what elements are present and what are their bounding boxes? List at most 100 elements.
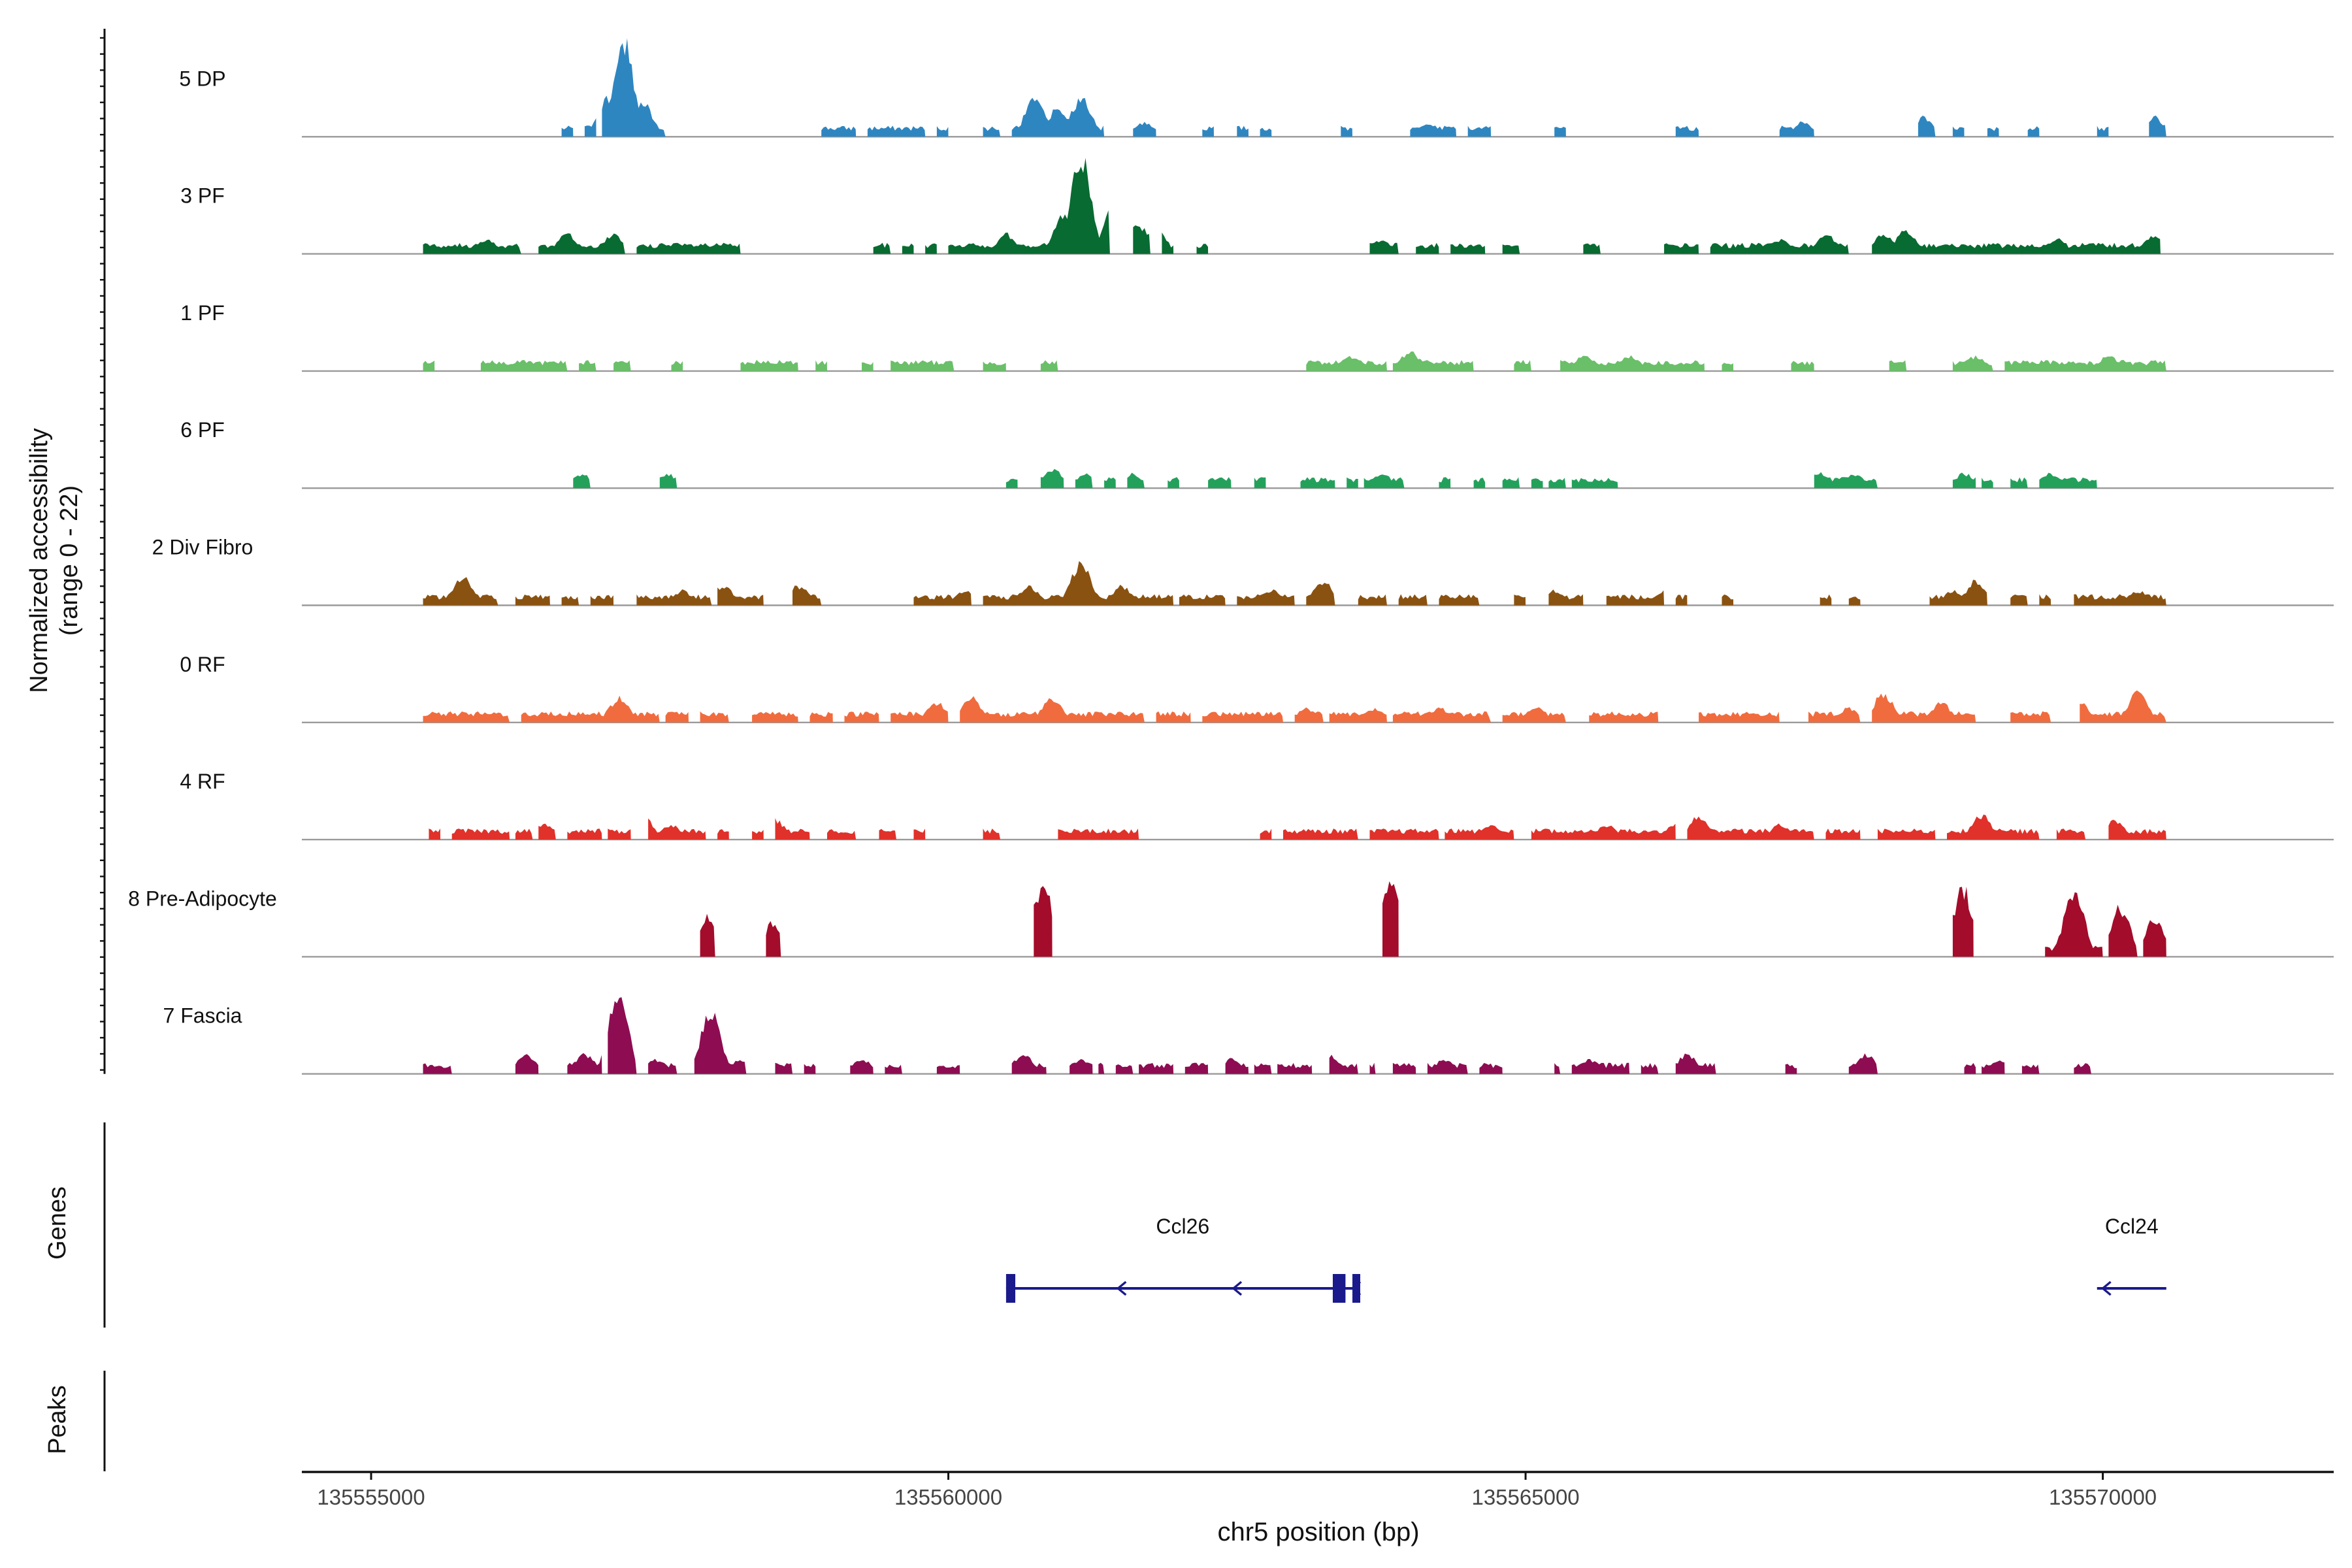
coverage-area [1341,125,1352,137]
coverage-area [1392,707,1492,723]
coverage-area [1675,1053,1716,1074]
coverage-area [775,818,810,840]
coverage-area [1058,828,1139,840]
coverage-area [1040,468,1064,489]
coverage-area [1040,360,1058,371]
track-8-pre-adipocyte: 8 Pre-Adipocyte [128,881,2334,958]
track-1-pf: 1 PF [180,301,2334,372]
coverage-area [752,711,798,723]
coverage-area [2056,828,2086,840]
coverage-area [890,702,949,723]
coverage-area [775,1062,792,1074]
coverage-area [1392,351,1474,371]
x-tick-label: 135565000 [1471,1485,1579,1509]
coverage-area [1133,122,1156,137]
track-4-rf: 4 RF [180,770,2334,841]
coverage-area [827,829,857,840]
coverage-area [1952,472,1976,489]
coverage-area [1156,711,1191,723]
gene-ccl26: Ccl26 [1005,1215,1362,1303]
coverage-area [2097,125,2109,137]
coverage-area [561,125,574,137]
x-tick-label: 135555000 [317,1485,425,1509]
coverage-area [1070,1059,1093,1074]
coverage-area [423,577,498,606]
coverage-area [1294,707,1324,723]
coverage-area [1410,124,1456,137]
coverage-area [1358,594,1387,606]
coverage-area [648,818,706,840]
y-axis [100,29,106,1074]
coverage-area [1115,1064,1134,1074]
coverage-area [925,243,937,254]
track-6-pf: 6 PF [180,418,2334,489]
coverage-area [1722,595,1734,606]
coverage-area [850,1060,874,1074]
coverage-area [1369,240,1399,254]
coverage-area [584,118,596,137]
coverage-area [613,360,631,371]
coverage-area [1254,1063,1272,1074]
track-label: 2 Div Fibro [152,536,253,559]
coverage-area [1184,1062,1209,1074]
coverage-area [451,828,510,840]
coverage-area [1347,477,1358,489]
track-label: 6 PF [180,418,225,442]
coverage-area [515,595,550,606]
coverage-area [567,828,602,840]
strand-arrow [2100,1281,2112,1296]
coverage-area [1382,881,1399,957]
coverage-area [2039,594,2051,606]
coverage-area [1554,127,1566,137]
coverage-area [1982,478,1993,489]
coverage-area [1329,1054,1358,1074]
coverage-area [1571,1059,1630,1074]
coverage-area [636,589,712,606]
strand-arrow [1232,1281,1243,1296]
coverage-area [1589,711,1659,723]
coverage-area [1439,477,1451,489]
coverage-area [913,828,926,840]
coverage-area [1687,816,1814,840]
coverage-area [2080,690,2166,723]
coverage-area [1710,235,1849,254]
coverage-area [1548,478,1566,489]
coverage-area [1952,887,1974,957]
track-label: 5 DP [179,67,225,90]
coverage-area [913,591,972,606]
coverage-area [423,1063,452,1074]
coverage-area [2010,711,2051,723]
gene-exon [1005,1274,1016,1303]
coverage-area [1808,707,1861,723]
coverage-area [1202,711,1283,723]
coverage-area [1416,242,1439,254]
track-label: 4 RF [180,770,225,793]
track-7-fascia: 7 Fascia [163,997,2334,1075]
coverage-area [1560,355,1705,371]
coverage-area [1075,473,1093,489]
coverage-area [2021,1064,2040,1074]
coverage-area [1947,814,2040,840]
coverage-area [936,126,949,137]
coverage-area [515,1054,539,1074]
coverage-area [423,239,521,254]
coverage-area [1277,1063,1313,1074]
coverage-area [1005,478,1018,489]
coverage-area [862,362,874,371]
coverage-area [590,595,614,606]
coverage-area [700,913,715,957]
strand-arrow [1350,1281,1362,1296]
coverage-area [429,828,440,840]
coverage-area [766,921,781,957]
coverage-area [717,829,729,840]
coverage-area [608,997,637,1074]
coverage-area [2010,477,2028,489]
coverage-area [602,38,666,137]
coverage-area [2027,126,2040,137]
coverage-area [792,585,822,606]
coverage-area [844,711,879,723]
coverage-area [2108,904,2138,957]
coverage-area [480,360,568,371]
coverage-area [1964,1063,1976,1074]
